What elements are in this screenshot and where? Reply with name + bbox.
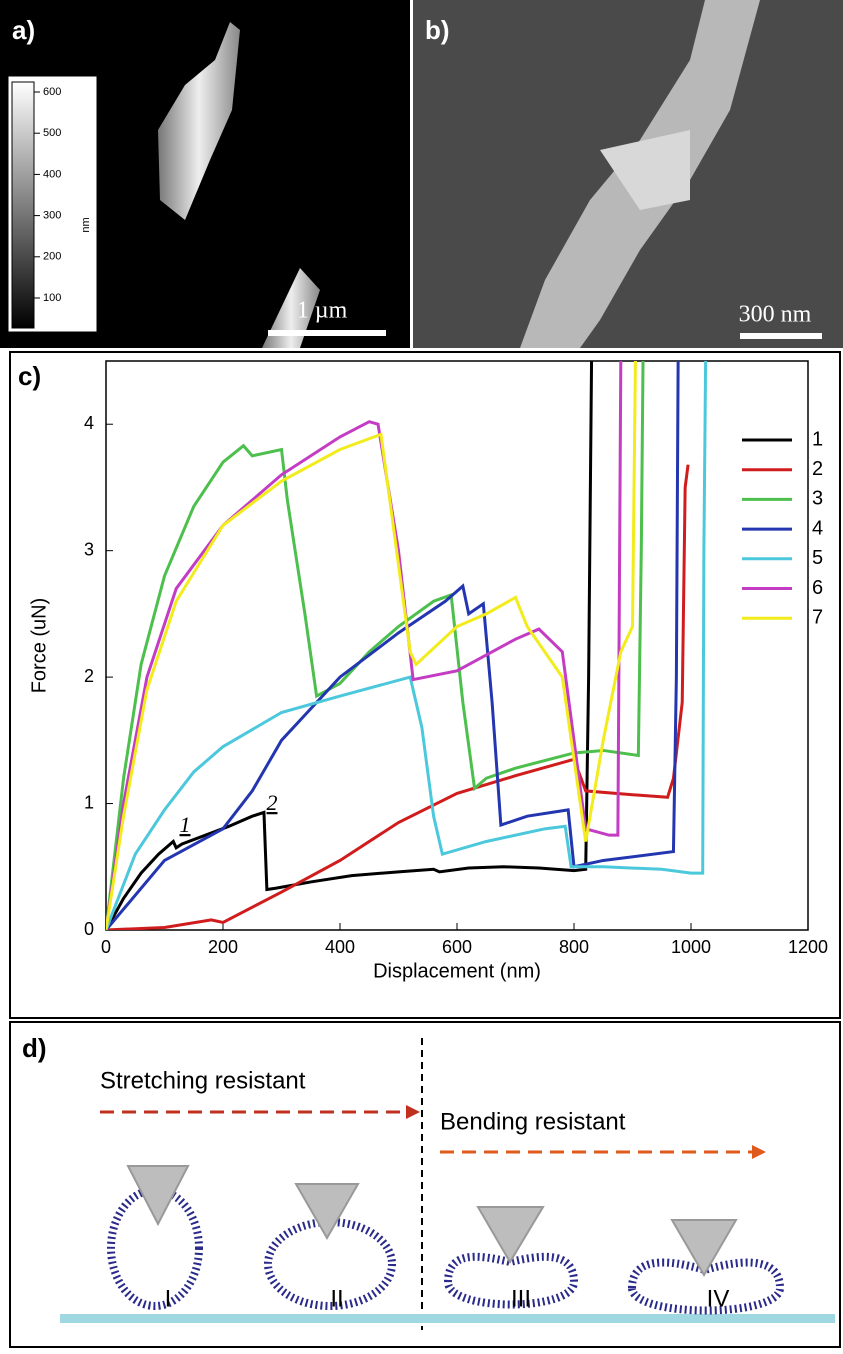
ring [443, 1252, 579, 1309]
scale-bar [740, 333, 822, 339]
panel-frame [9, 351, 841, 1019]
panel-label: b) [425, 15, 450, 45]
panel-label: c) [18, 361, 41, 391]
panel-frame [9, 1021, 841, 1348]
series-line [106, 361, 594, 930]
arrow-label: Bending resistant [440, 1108, 626, 1135]
panel-label: a) [12, 15, 35, 45]
stage-label: II [330, 1285, 343, 1312]
annotation: 2 [267, 790, 278, 815]
series-line [106, 361, 708, 930]
arrow-head [752, 1145, 766, 1159]
colorbar-unit: nm [80, 217, 92, 232]
y-tick-label: 2 [84, 666, 94, 686]
legend-label: 7 [812, 606, 823, 628]
colorbar [11, 81, 35, 329]
indenter [670, 1219, 738, 1277]
chart: 0 200 400 600 800 1000 1200 0 1 2 3 4 Displacement (… [28, 360, 828, 982]
stage-label: III [511, 1285, 531, 1312]
x-tick-label: 1200 [788, 937, 828, 957]
x-tick-label: 200 [208, 937, 238, 957]
panel-label: d) [22, 1033, 47, 1063]
colorbar-ticks: 600 500 400 300 200 100 [34, 86, 61, 304]
colorbar-tick-label: 300 [43, 210, 61, 222]
indenter [126, 1165, 190, 1227]
indenter [294, 1183, 360, 1241]
y-tick-label: 0 [84, 919, 94, 939]
x-tick-label: 800 [559, 937, 589, 957]
substrate [60, 1314, 835, 1323]
annotation: 1 [180, 812, 191, 837]
indenter [476, 1206, 545, 1264]
sem-ribbon [600, 130, 690, 210]
y-axis-label: Force (uN) [28, 598, 50, 694]
colorbar-tick-label: 600 [43, 86, 61, 98]
stage-label: I [165, 1285, 172, 1312]
x-tick-label: 1000 [671, 937, 711, 957]
colorbar-tick-label: 200 [43, 251, 61, 263]
x-axis-label: Displacement (nm) [373, 960, 541, 982]
scale-bar-label: 1 µm [297, 298, 348, 324]
afm-ribbon [262, 268, 320, 348]
series-line [106, 361, 637, 930]
x-tick-label: 0 [101, 937, 111, 957]
legend-label: 3 [812, 488, 823, 510]
colorbar-tick-label: 100 [43, 292, 61, 304]
series-line [106, 361, 680, 930]
legend-label: 2 [812, 458, 823, 480]
arrow-label: Stretching resistant [100, 1067, 306, 1094]
arrow-head [406, 1105, 420, 1119]
colorbar-tick-label: 400 [43, 168, 61, 180]
y-tick-label: 1 [84, 792, 94, 812]
stage-label: IV [707, 1285, 730, 1312]
y-tick-label: 4 [84, 413, 94, 433]
scale-bar [268, 330, 386, 336]
x-tick-label: 600 [442, 937, 472, 957]
series-line [106, 361, 645, 930]
legend-label: 1 [812, 428, 823, 450]
afm-ribbon [158, 22, 240, 220]
scale-bar-label: 300 nm [739, 302, 812, 328]
legend-label: 5 [812, 547, 823, 569]
colorbar-tick-label: 500 [43, 127, 61, 139]
legend-label: 4 [812, 517, 823, 539]
legend-label: 6 [812, 577, 823, 599]
y-tick-label: 3 [84, 539, 94, 559]
ring [627, 1258, 785, 1315]
series-line [106, 361, 623, 930]
x-tick-label: 400 [325, 937, 355, 957]
